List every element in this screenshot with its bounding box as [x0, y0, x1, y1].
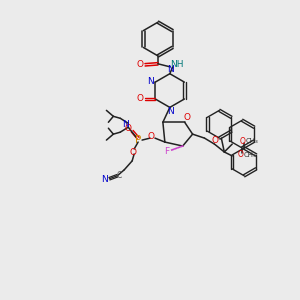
Text: C: C	[117, 171, 122, 180]
Text: NH: NH	[170, 60, 184, 69]
Text: N: N	[147, 76, 154, 85]
Text: N: N	[167, 107, 174, 116]
Text: O: O	[130, 148, 137, 158]
Text: CH₃: CH₃	[244, 152, 256, 158]
Text: O: O	[148, 132, 154, 141]
Text: O: O	[125, 124, 132, 133]
Text: O: O	[239, 136, 245, 146]
Text: O: O	[183, 113, 190, 122]
Text: O: O	[212, 136, 219, 145]
Text: F: F	[164, 148, 169, 157]
Text: N: N	[167, 65, 174, 74]
Text: O: O	[136, 60, 144, 69]
Text: O: O	[137, 94, 144, 103]
Text: N: N	[122, 120, 129, 129]
Text: P: P	[135, 135, 141, 145]
Text: N: N	[101, 175, 108, 184]
Text: O: O	[237, 151, 243, 160]
Text: CH₃: CH₃	[246, 138, 258, 144]
